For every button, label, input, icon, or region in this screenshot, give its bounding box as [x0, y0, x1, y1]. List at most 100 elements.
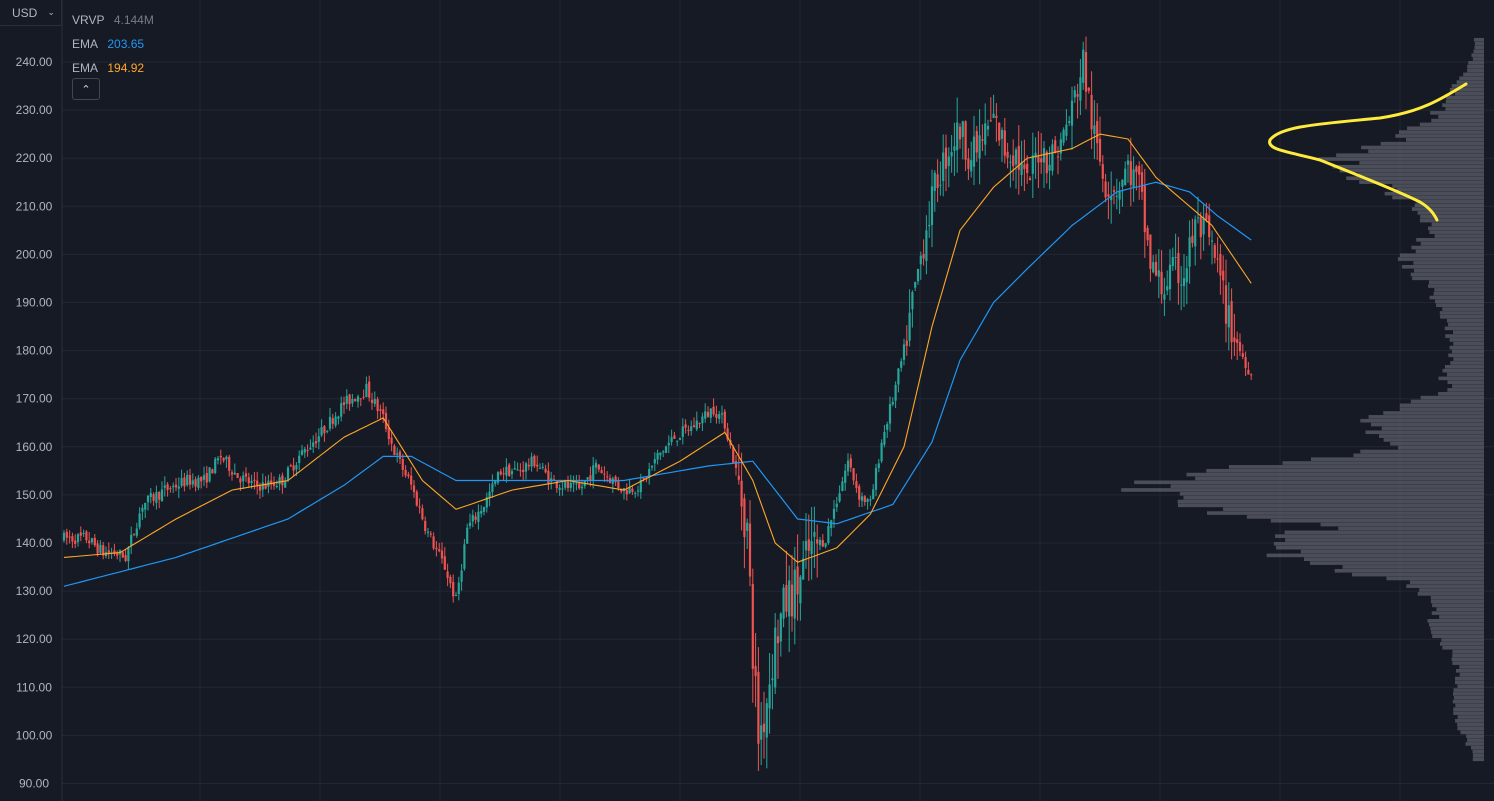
legend-ema-slow[interactable]: EMA 203.65: [72, 32, 154, 56]
candle-body: [1238, 342, 1242, 352]
candle-body: [1224, 285, 1228, 324]
candle-body: [160, 489, 164, 502]
candle-body: [586, 477, 589, 480]
candle-body: [628, 487, 631, 494]
volume-profile-bar: [1467, 738, 1484, 742]
volume-profile-bar: [1467, 64, 1484, 69]
volume-profile-bar: [1430, 111, 1484, 115]
volume-profile-bar: [1429, 622, 1484, 627]
candle-body: [687, 429, 690, 431]
volume-profile-bar: [1445, 99, 1484, 104]
candle-body: [524, 463, 528, 472]
candle-body: [536, 464, 539, 467]
legend-ema-fast[interactable]: EMA 194.92: [72, 56, 154, 80]
volume-profile-bar: [1447, 388, 1484, 392]
candle-body: [1163, 294, 1166, 300]
candle-body: [158, 492, 161, 500]
volume-profile-bar: [1472, 57, 1484, 61]
volume-profile-bar: [1439, 311, 1484, 315]
legend-vrvp[interactable]: VRVP 4.144M: [72, 8, 154, 32]
volume-profile-bar: [1448, 322, 1484, 327]
volume-profile-bar: [1456, 669, 1484, 673]
volume-profile-bar: [1430, 599, 1484, 604]
candle-body: [597, 464, 600, 470]
candle-body: [135, 528, 138, 536]
volume-profile-bar: [1457, 726, 1484, 731]
candle-body: [214, 458, 217, 473]
candle-body: [1152, 262, 1155, 273]
candle-body: [552, 479, 556, 481]
candle-body: [421, 508, 424, 520]
candle-body: [950, 152, 953, 157]
candle-body: [107, 550, 110, 554]
indicator-legend: VRVP 4.144M EMA 203.65 EMA 194.92: [72, 8, 154, 80]
candle-body: [180, 478, 183, 486]
candle-body: [888, 404, 892, 424]
candle-body: [555, 481, 558, 489]
candle-body: [978, 135, 981, 159]
volume-profile-bar: [1419, 588, 1484, 592]
candle-body: [438, 549, 441, 552]
candle-body: [785, 585, 788, 612]
currency-selector[interactable]: USD ⌄: [0, 0, 62, 26]
collapse-legend-button[interactable]: ⌃: [72, 78, 100, 100]
candle-body: [538, 467, 542, 469]
candle-body: [219, 455, 222, 458]
candle-body: [569, 482, 572, 488]
candle-body: [401, 459, 404, 470]
legend-ema-fast-name: EMA: [72, 61, 99, 75]
candle-body: [698, 422, 701, 424]
candle-body: [373, 398, 376, 405]
candle-body: [314, 441, 318, 444]
candle-body: [328, 416, 332, 429]
candle-body: [1070, 100, 1074, 126]
candle-body: [1244, 357, 1247, 369]
candle-body: [320, 427, 323, 436]
volume-profile-bar: [1411, 207, 1484, 211]
volume-profile-bar: [1449, 345, 1484, 350]
volume-profile-bar: [1195, 476, 1484, 481]
volume-profile-bar: [1440, 315, 1484, 319]
volume-profile-bar: [1456, 80, 1484, 84]
candle-body: [838, 493, 841, 502]
volume-profile: [1121, 37, 1484, 762]
candle-body: [466, 527, 469, 544]
candle-body: [258, 486, 262, 491]
candle-body: [544, 468, 547, 473]
volume-profile-bar: [1473, 37, 1484, 42]
candle-body: [116, 553, 119, 556]
volume-profile-bar: [1431, 118, 1484, 123]
candle-body: [706, 412, 710, 417]
volume-profile-bar: [1358, 172, 1484, 177]
candle-body: [779, 613, 782, 642]
candle-body: [463, 544, 466, 569]
volume-profile-bar: [1417, 592, 1484, 596]
volume-profile-bar: [1430, 595, 1484, 600]
candle-body: [1185, 268, 1188, 283]
volume-profile-bar: [1275, 534, 1484, 538]
volume-profile-bar: [1431, 611, 1484, 615]
volume-profile-bar: [1409, 580, 1484, 585]
candle-body: [852, 468, 855, 481]
candle-body: [936, 174, 939, 189]
candle-body: [404, 469, 407, 476]
candle-body: [1026, 163, 1029, 174]
candle-body: [384, 413, 388, 430]
candle-body: [239, 478, 242, 483]
candle-body: [970, 160, 973, 172]
volume-profile-bar: [1428, 284, 1484, 288]
volume-profile-bar: [1381, 426, 1484, 431]
candle-body: [1009, 161, 1012, 163]
candle-body: [900, 361, 903, 368]
volume-profile-bar: [1455, 676, 1484, 681]
candle-body: [242, 475, 245, 482]
volume-profile-bar: [1361, 145, 1484, 150]
volume-profile-bar: [1468, 61, 1484, 65]
candle-body: [508, 464, 511, 477]
volume-profile-bar: [1368, 415, 1484, 419]
candle-body: [928, 224, 931, 227]
candle-body: [1040, 158, 1043, 163]
candle-body: [468, 522, 472, 527]
